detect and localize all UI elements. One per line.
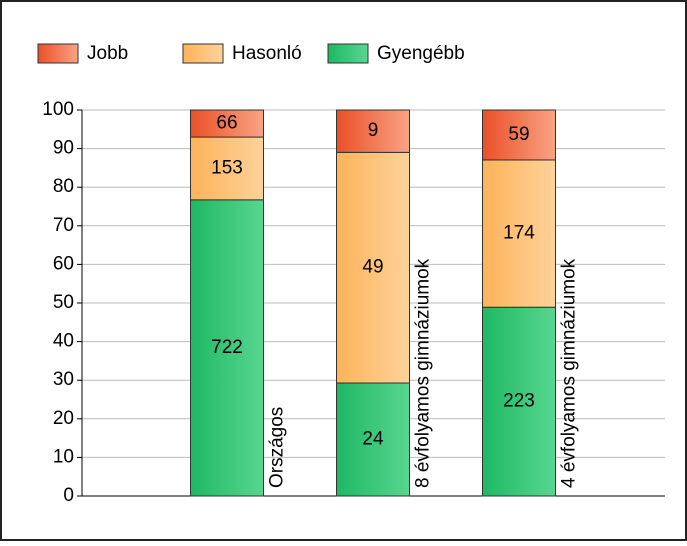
y-tick-label: 60 xyxy=(53,253,74,274)
y-tick-label: 80 xyxy=(53,176,74,197)
data-label: 66 xyxy=(216,113,237,134)
bar-segment xyxy=(482,159,556,308)
legend-label: Gyengébb xyxy=(377,43,465,64)
legend-swatch xyxy=(37,43,79,64)
data-label: 24 xyxy=(362,429,384,450)
data-label: 153 xyxy=(211,157,243,178)
x-tick-label: 4 évfolyamos gimnáziumok xyxy=(559,258,580,488)
data-label: 174 xyxy=(503,223,535,244)
bar-segment xyxy=(190,199,264,497)
y-tick-label: 40 xyxy=(53,331,74,352)
y-tick-label: 0 xyxy=(63,485,74,506)
legend-label: Hasonló xyxy=(232,43,302,64)
x-tick-label: 8 évfolyamos gimnáziumok xyxy=(413,258,434,488)
bar-segment xyxy=(336,109,410,153)
legend-swatch xyxy=(182,43,224,64)
y-tick-label: 30 xyxy=(53,369,74,390)
bar-segment xyxy=(482,109,556,161)
data-label: 59 xyxy=(508,124,529,145)
y-tick-label: 50 xyxy=(53,292,74,313)
y-tick-label: 100 xyxy=(42,99,74,120)
bar-segment xyxy=(336,151,410,384)
legend-label: Jobb xyxy=(87,43,128,64)
x-tick-label: Országos xyxy=(267,407,288,488)
bar-segment xyxy=(482,306,556,497)
bar-segment xyxy=(336,382,410,497)
y-tick-label: 90 xyxy=(53,138,74,159)
y-tick-label: 70 xyxy=(53,215,74,236)
y-tick-label: 20 xyxy=(53,408,74,429)
data-label: 9 xyxy=(368,120,379,141)
data-label: 223 xyxy=(503,391,535,412)
y-tick-label: 10 xyxy=(53,446,74,467)
data-label: 49 xyxy=(362,257,383,278)
legend-swatch xyxy=(327,43,369,64)
data-label: 722 xyxy=(211,337,243,358)
bar-segment xyxy=(190,109,264,138)
